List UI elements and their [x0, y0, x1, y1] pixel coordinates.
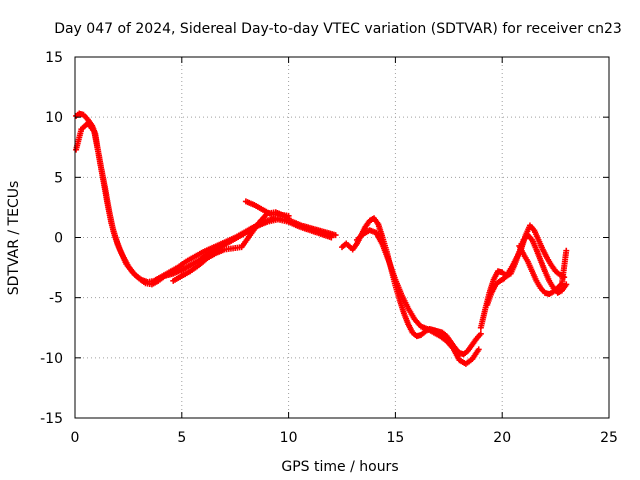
axis-ticks: 0 5 10 15 20 25 -15 -10 -5 0 5 10 15 — [40, 50, 618, 446]
data-point — [563, 281, 570, 288]
data-point — [475, 346, 482, 353]
y-tick-label: 0 — [54, 231, 63, 247]
y-axis-label: SDTVAR / TECUs — [6, 181, 22, 296]
series-trace-i — [516, 242, 570, 298]
x-tick-label: 20 — [493, 430, 511, 446]
grid-lines — [75, 57, 609, 418]
y-tick-label: 5 — [54, 170, 63, 186]
y-tick-label: 10 — [45, 110, 63, 126]
data-point — [328, 234, 335, 241]
y-tick-label: -5 — [49, 291, 63, 307]
x-tick-label: 25 — [600, 430, 618, 446]
y-tick-label: -15 — [40, 411, 63, 427]
data-point — [332, 232, 339, 239]
chart-title: Day 047 of 2024, Sidereal Day-to-day VTE… — [54, 21, 622, 37]
x-tick-label: 10 — [280, 430, 298, 446]
x-axis-label: GPS time / hours — [281, 459, 398, 475]
series-trace-f — [353, 227, 482, 367]
y-tick-label: -10 — [40, 351, 63, 367]
data-marks — [73, 110, 570, 367]
series-trace-h — [484, 222, 568, 308]
series-trace-d — [242, 198, 292, 219]
y-tick-label: 15 — [45, 50, 63, 66]
data-point — [285, 212, 292, 219]
x-tick-label: 0 — [71, 430, 80, 446]
data-point — [477, 330, 484, 337]
data-point — [563, 247, 570, 254]
x-tick-label: 15 — [386, 430, 404, 446]
x-tick-label: 5 — [177, 430, 186, 446]
